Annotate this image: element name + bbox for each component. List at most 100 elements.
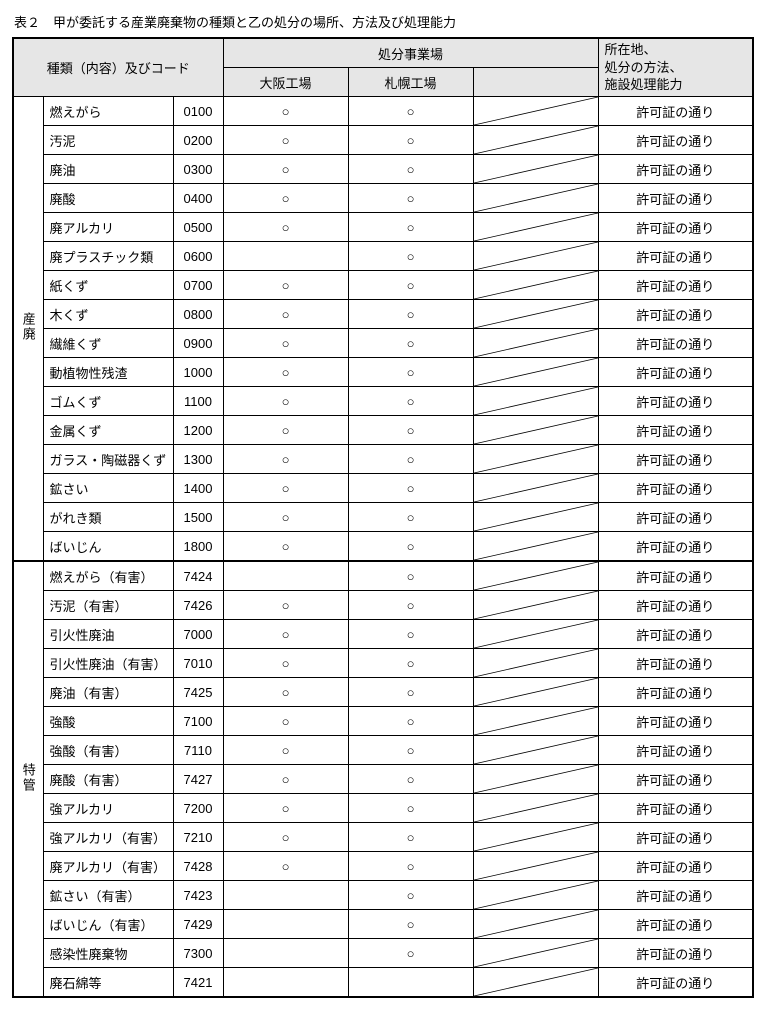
table-row: 廃アルカリ0500○○許可証の通り xyxy=(13,213,753,242)
waste-code: 7429 xyxy=(173,910,223,939)
site1-mark: ○ xyxy=(223,474,348,503)
remark-cell: 許可証の通り xyxy=(598,329,753,358)
remark-cell: 許可証の通り xyxy=(598,155,753,184)
site3-slash xyxy=(473,184,598,213)
site2-mark: ○ xyxy=(348,300,473,329)
table-row: 鉱さい1400○○許可証の通り xyxy=(13,474,753,503)
site3-slash xyxy=(473,329,598,358)
site2-mark: ○ xyxy=(348,242,473,271)
col-header-sites-group: 処分事業場 xyxy=(223,38,598,68)
site3-slash xyxy=(473,881,598,910)
site3-slash xyxy=(473,707,598,736)
table-head: 種類（内容）及びコード 処分事業場 所在地、 処分の方法、 施設処理能力 大阪工… xyxy=(13,38,753,97)
site3-slash xyxy=(473,765,598,794)
table-row: 産廃燃えがら0100○○許可証の通り xyxy=(13,97,753,126)
site3-slash xyxy=(473,213,598,242)
site3-slash xyxy=(473,300,598,329)
waste-code: 7200 xyxy=(173,794,223,823)
remark-cell: 許可証の通り xyxy=(598,620,753,649)
waste-code: 7300 xyxy=(173,939,223,968)
site1-mark: ○ xyxy=(223,126,348,155)
table-row: 引火性廃油（有害）7010○○許可証の通り xyxy=(13,649,753,678)
site1-mark: ○ xyxy=(223,620,348,649)
site3-slash xyxy=(473,503,598,532)
waste-name: 繊維くず xyxy=(43,329,173,358)
remark-cell: 許可証の通り xyxy=(598,242,753,271)
waste-name: 廃油 xyxy=(43,155,173,184)
table-row: 廃プラスチック類0600○許可証の通り xyxy=(13,242,753,271)
site2-mark: ○ xyxy=(348,155,473,184)
remark-cell: 許可証の通り xyxy=(598,852,753,881)
remark-cell: 許可証の通り xyxy=(598,271,753,300)
waste-code: 0500 xyxy=(173,213,223,242)
table-row: 廃酸0400○○許可証の通り xyxy=(13,184,753,213)
site2-mark xyxy=(348,968,473,998)
site1-mark: ○ xyxy=(223,649,348,678)
site1-mark: ○ xyxy=(223,678,348,707)
waste-name: 汚泥 xyxy=(43,126,173,155)
site3-slash xyxy=(473,242,598,271)
site1-mark: ○ xyxy=(223,591,348,620)
waste-name: ガラス・陶磁器くず xyxy=(43,445,173,474)
site3-slash xyxy=(473,474,598,503)
waste-code: 7428 xyxy=(173,852,223,881)
waste-code: 0100 xyxy=(173,97,223,126)
waste-code: 1100 xyxy=(173,387,223,416)
waste-code: 7425 xyxy=(173,678,223,707)
remark-cell: 許可証の通り xyxy=(598,765,753,794)
col-header-kind: 種類（内容）及びコード xyxy=(13,38,223,97)
col-header-site3 xyxy=(473,68,598,97)
site2-mark: ○ xyxy=(348,474,473,503)
site3-slash xyxy=(473,358,598,387)
site1-mark: ○ xyxy=(223,155,348,184)
site2-mark: ○ xyxy=(348,649,473,678)
waste-name: 鉱さい（有害） xyxy=(43,881,173,910)
site1-mark: ○ xyxy=(223,358,348,387)
site2-mark: ○ xyxy=(348,126,473,155)
site1-mark: ○ xyxy=(223,416,348,445)
waste-name: 鉱さい xyxy=(43,474,173,503)
col-header-site1: 大阪工場 xyxy=(223,68,348,97)
site2-mark: ○ xyxy=(348,358,473,387)
table-row: 強アルカリ7200○○許可証の通り xyxy=(13,794,753,823)
col-header-remarks: 所在地、 処分の方法、 施設処理能力 xyxy=(598,38,753,97)
remark-cell: 許可証の通り xyxy=(598,881,753,910)
table-row: 廃アルカリ（有害）7428○○許可証の通り xyxy=(13,852,753,881)
waste-name: 廃酸（有害） xyxy=(43,765,173,794)
table-row: 動植物性残渣1000○○許可証の通り xyxy=(13,358,753,387)
table-row: 鉱さい（有害）7423○許可証の通り xyxy=(13,881,753,910)
remark-cell: 許可証の通り xyxy=(598,126,753,155)
remark-cell: 許可証の通り xyxy=(598,910,753,939)
remark-cell: 許可証の通り xyxy=(598,561,753,591)
waste-name: 動植物性残渣 xyxy=(43,358,173,387)
waste-code: 0700 xyxy=(173,271,223,300)
remark-cell: 許可証の通り xyxy=(598,736,753,765)
table-row: ばいじん1800○○許可証の通り xyxy=(13,532,753,562)
remark-cell: 許可証の通り xyxy=(598,794,753,823)
waste-code: 1400 xyxy=(173,474,223,503)
waste-name: 廃アルカリ（有害） xyxy=(43,852,173,881)
site3-slash xyxy=(473,620,598,649)
site2-mark: ○ xyxy=(348,329,473,358)
site2-mark: ○ xyxy=(348,794,473,823)
table-row: 廃油0300○○許可証の通り xyxy=(13,155,753,184)
table-row: 強酸7100○○許可証の通り xyxy=(13,707,753,736)
site2-mark: ○ xyxy=(348,707,473,736)
table-row: 廃石綿等7421許可証の通り xyxy=(13,968,753,998)
site1-mark: ○ xyxy=(223,532,348,562)
table-row: ばいじん（有害）7429○許可証の通り xyxy=(13,910,753,939)
site3-slash xyxy=(473,649,598,678)
remark-cell: 許可証の通り xyxy=(598,707,753,736)
remark-cell: 許可証の通り xyxy=(598,300,753,329)
waste-code: 1200 xyxy=(173,416,223,445)
table-row: 繊維くず0900○○許可証の通り xyxy=(13,329,753,358)
waste-name: 引火性廃油 xyxy=(43,620,173,649)
table-row: 感染性廃棄物7300○許可証の通り xyxy=(13,939,753,968)
table-row: 強酸（有害）7110○○許可証の通り xyxy=(13,736,753,765)
site2-mark: ○ xyxy=(348,620,473,649)
site3-slash xyxy=(473,532,598,562)
site2-mark: ○ xyxy=(348,678,473,707)
waste-code: 7426 xyxy=(173,591,223,620)
site3-slash xyxy=(473,939,598,968)
site1-mark: ○ xyxy=(223,503,348,532)
